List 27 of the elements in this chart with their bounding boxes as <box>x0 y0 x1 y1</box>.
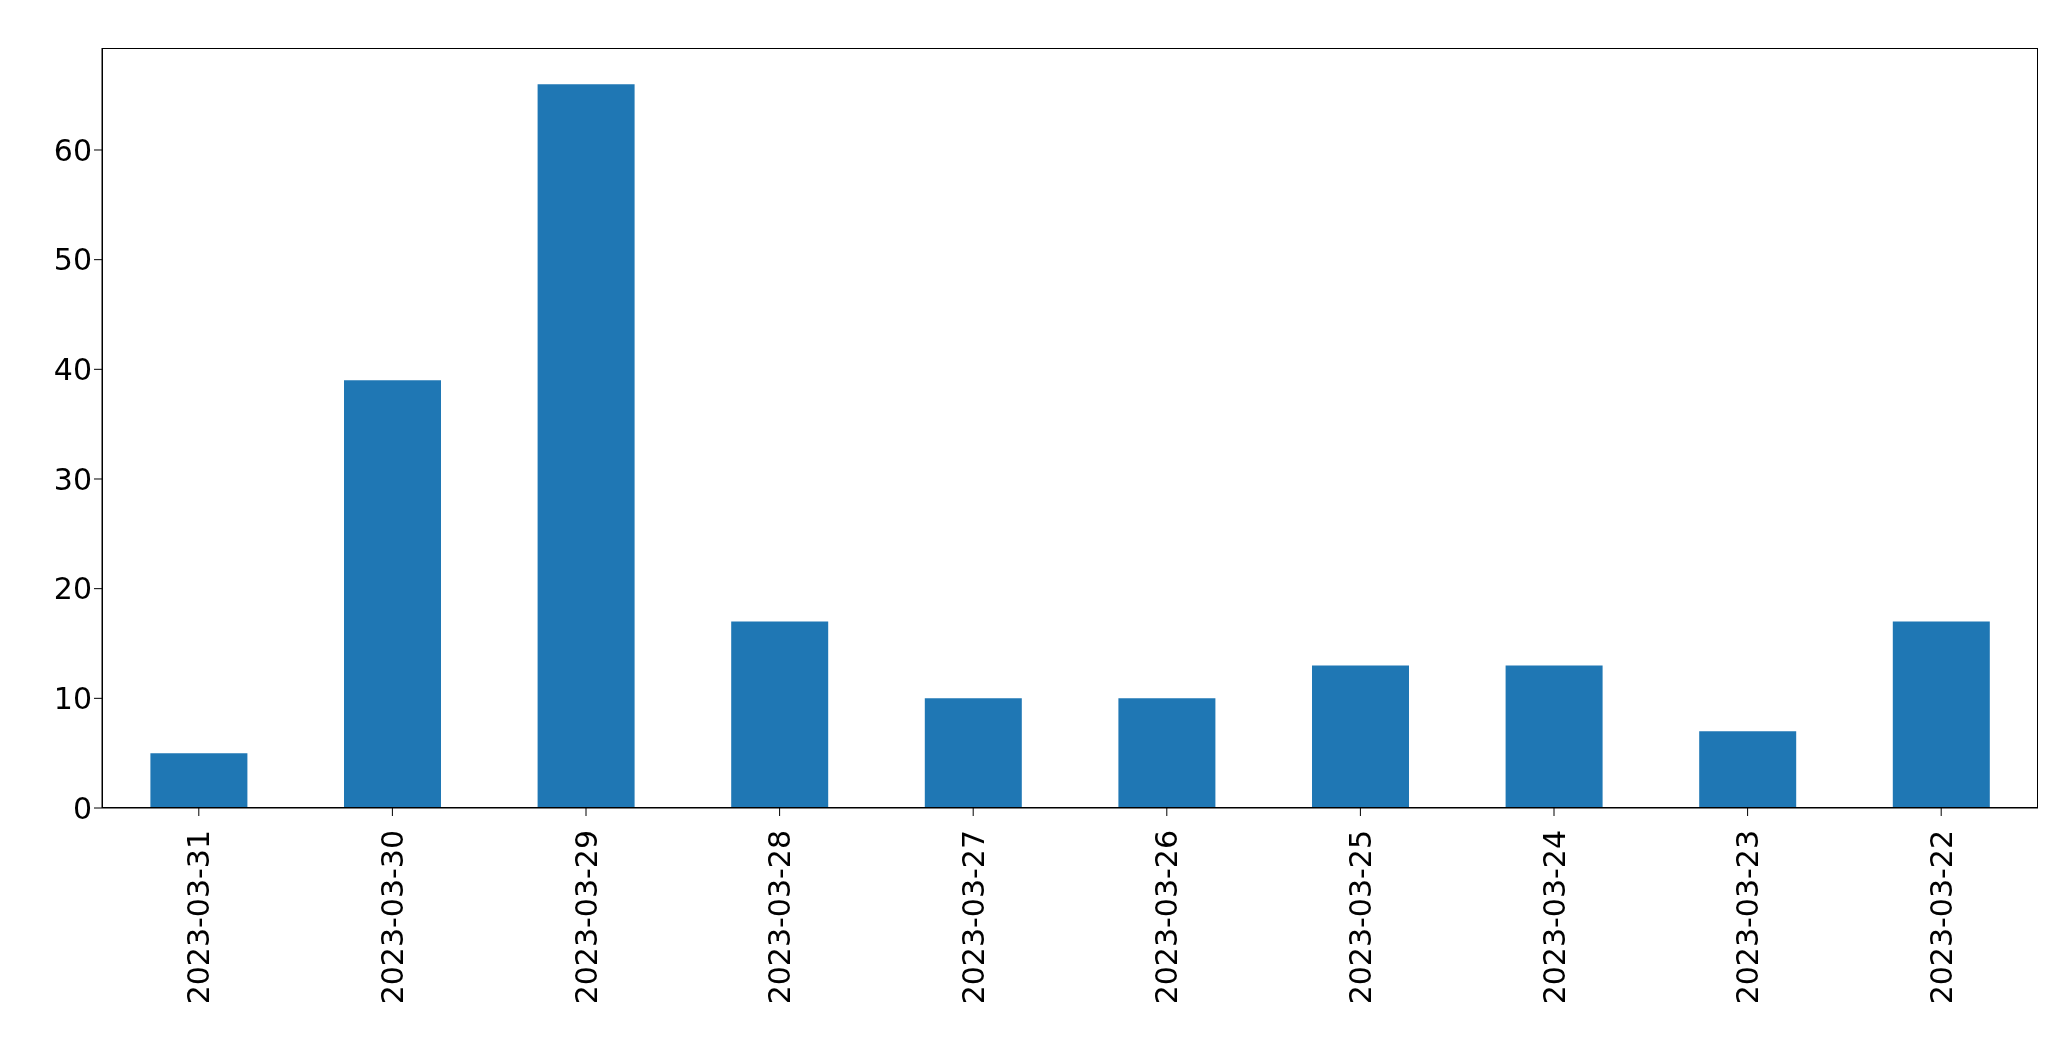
bar <box>537 84 635 808</box>
bar <box>344 380 441 808</box>
y-tick-label: 30 <box>53 461 92 497</box>
bar <box>1118 698 1216 808</box>
bar <box>924 698 1022 808</box>
bar <box>1312 665 1409 808</box>
y-tick-label: 10 <box>53 680 92 716</box>
y-tick-label: 60 <box>53 132 92 168</box>
x-tick-label: 2023-03-22 <box>1923 830 1959 1005</box>
x-tick-label: 2023-03-26 <box>1149 830 1185 1005</box>
bar <box>150 753 248 808</box>
x-tick-label: 2023-03-24 <box>1536 830 1572 1005</box>
x-tick-label: 2023-03-25 <box>1342 830 1378 1005</box>
x-tick-label: 2023-03-30 <box>374 830 410 1005</box>
bar <box>1699 731 1797 808</box>
y-tick-label: 0 <box>72 790 92 826</box>
y-tick-label: 40 <box>53 351 92 387</box>
x-tick-label: 2023-03-29 <box>568 830 604 1005</box>
y-tick-label: 20 <box>53 571 92 607</box>
x-tick-label: 2023-03-27 <box>955 830 991 1005</box>
bar <box>1505 665 1603 808</box>
y-tick-label: 50 <box>53 242 92 278</box>
bar <box>1892 621 1990 808</box>
x-tick-label: 2023-03-23 <box>1730 830 1766 1005</box>
x-tick-label: 2023-03-28 <box>762 830 798 1005</box>
x-tick-label: 2023-03-31 <box>181 830 217 1005</box>
bar <box>731 621 829 808</box>
